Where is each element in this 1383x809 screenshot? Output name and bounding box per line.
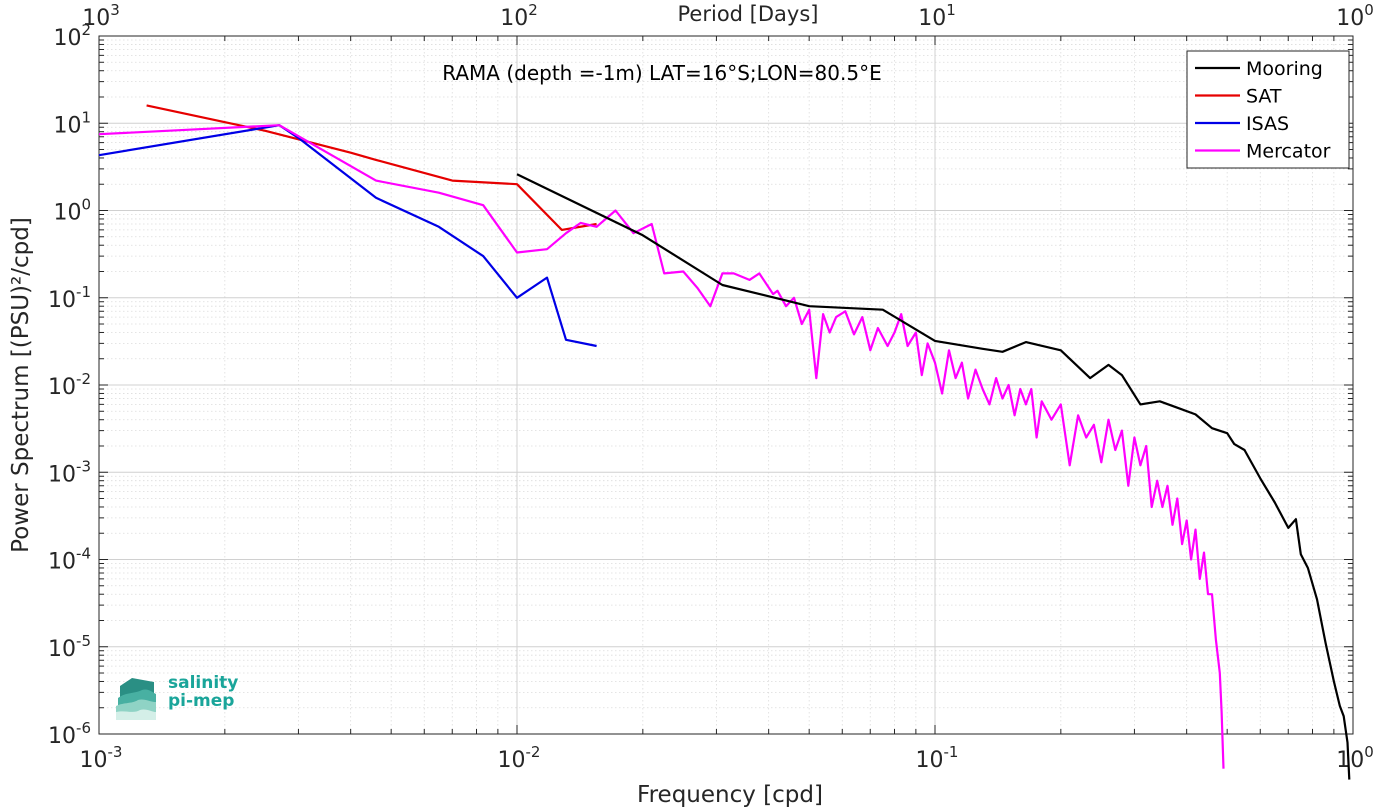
tick-label-base: 10 [53, 113, 81, 138]
tick-label-exponent: -5 [76, 632, 91, 650]
major-grid [98, 35, 1354, 735]
x2-tick-labels: 103 102 101 100 [82, 1, 1374, 31]
tick-label-base: 10 [48, 724, 76, 749]
tick-label-base: 10 [53, 26, 81, 51]
tick-label-base: 10 [500, 6, 528, 31]
x2-tick-label: 102 [500, 1, 538, 31]
x-tick-label: 10-1 [916, 743, 959, 773]
tick-label-exponent: 3 [110, 1, 120, 19]
y-tick-label: 10-5 [48, 632, 91, 662]
tick-label-base: 10 [1336, 6, 1364, 31]
tick-label-base: 10 [82, 6, 110, 31]
tick-label-exponent: -2 [526, 743, 541, 761]
x-tick-labels: 10-3 10-2 10-1 100 [80, 743, 1374, 773]
tick-label-base: 10 [48, 550, 76, 575]
logo-text: salinity pi-mep [168, 673, 239, 711]
tick-label-exponent: 1 [946, 1, 956, 19]
x2-tick-label: 101 [918, 1, 956, 31]
tick-label-exponent: 0 [1364, 743, 1374, 761]
tick-label-base: 10 [80, 748, 108, 773]
tick-label-exponent: 1 [81, 108, 91, 126]
tick-label-exponent: -4 [76, 545, 91, 563]
tick-label-exponent: 2 [528, 1, 538, 19]
series-line-mooring [516, 173, 1351, 780]
x2-tick-label: 100 [1336, 1, 1374, 31]
legend-label-sat: SAT [1246, 86, 1282, 108]
tick-label-exponent: -1 [944, 743, 959, 761]
salinity-pi-mep-logo: salinity pi-mep [116, 672, 256, 724]
x-tick-label: 100 [1336, 743, 1374, 773]
tick-label-base: 10 [1336, 748, 1364, 773]
tick-label-exponent: -1 [76, 283, 91, 301]
legend-label-mooring: Mooring [1246, 58, 1323, 80]
legend-label-mercator: Mercator [1246, 141, 1331, 163]
tick-label-base: 10 [48, 288, 76, 313]
tick-label-exponent: 0 [81, 196, 91, 214]
y-tick-label: 102 [53, 21, 91, 51]
tick-label-exponent: 2 [81, 21, 91, 39]
chart-title: RAMA (depth =-1m) LAT=16°S;LON=80.5°E [442, 61, 881, 85]
tick-label-exponent: -3 [76, 457, 91, 475]
tick-marks [98, 35, 1354, 735]
legend-box [1186, 50, 1350, 169]
tick-label-base: 10 [48, 375, 76, 400]
legend-label-isas: ISAS [1246, 113, 1289, 135]
tick-label-exponent: -3 [108, 743, 123, 761]
x2-tick-label: 103 [82, 1, 120, 31]
tick-label-base: 10 [498, 748, 526, 773]
tick-label-exponent: -6 [76, 719, 91, 737]
tick-label-base: 10 [916, 748, 944, 773]
y-tick-label: 10-2 [48, 370, 91, 400]
y-tick-label: 101 [53, 108, 91, 138]
tick-label-base: 10 [48, 637, 76, 662]
x-tick-label: 10-3 [80, 743, 123, 773]
tick-label-exponent: -2 [76, 370, 91, 388]
tick-label-exponent: 0 [1364, 1, 1374, 19]
x-axis-label: Frequency [cpd] [637, 782, 823, 808]
series-layer [98, 104, 1351, 780]
y-tick-label: 10-3 [48, 457, 91, 487]
y-tick-label: 10-4 [48, 545, 91, 575]
x2-axis-label: Period [Days] [678, 2, 819, 26]
y-tick-label: 100 [53, 196, 91, 226]
logo-waves-icon [116, 678, 156, 720]
legend: Mooring SAT ISAS Mercator [1186, 50, 1350, 169]
tick-label-base: 10 [918, 6, 946, 31]
y-tick-label: 10-1 [48, 283, 91, 313]
tick-label-base: 10 [48, 462, 76, 487]
tick-label-base: 10 [53, 201, 81, 226]
series-line-sat [146, 104, 597, 231]
x-tick-label: 10-2 [498, 743, 541, 773]
y-axis-label: Power Spectrum [(PSU)²/cpd] [8, 217, 34, 553]
y-tick-label: 10-6 [48, 719, 91, 749]
series-line-mercator [98, 124, 1225, 769]
